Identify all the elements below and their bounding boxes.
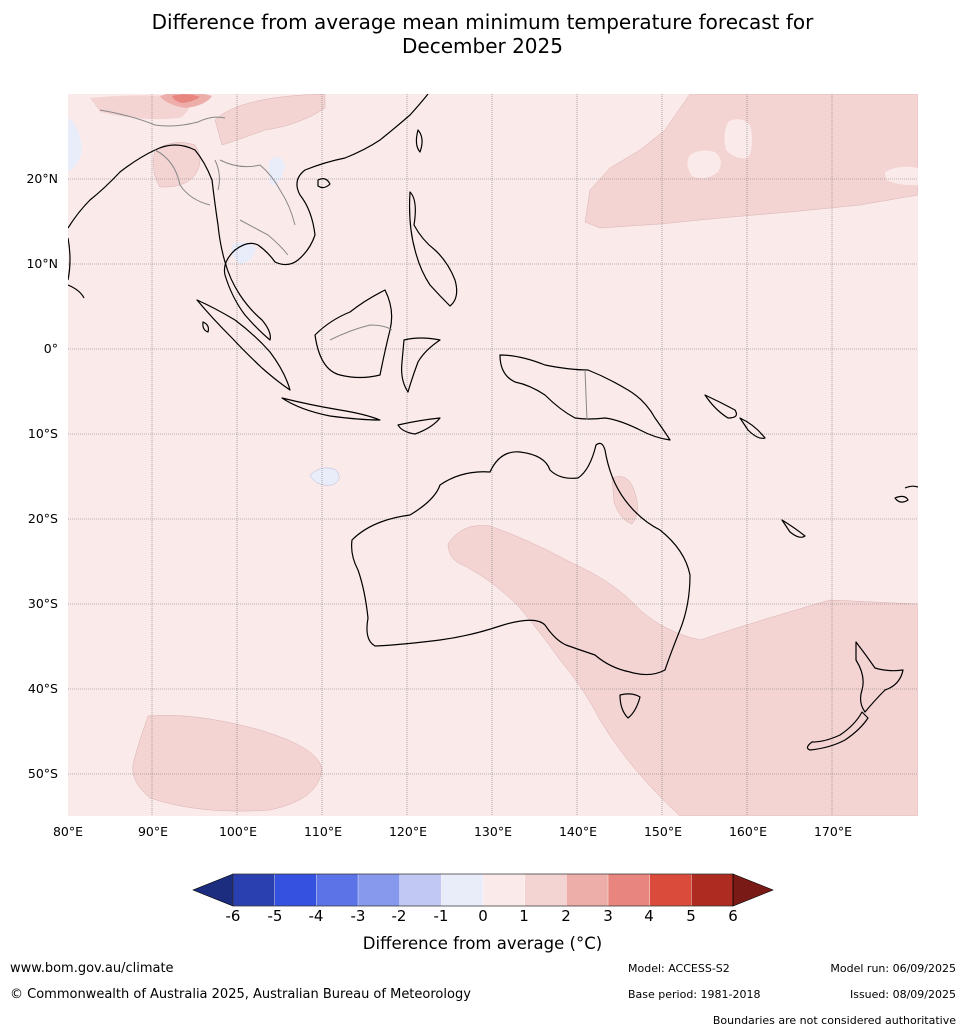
coast-java (281, 397, 381, 421)
colorbar-tick: -4 (308, 907, 324, 925)
coast-timor (397, 417, 441, 435)
title-line-1: Difference from average mean minimum tem… (151, 10, 814, 34)
lon-label-140e: 140°E (558, 824, 597, 839)
lat-label-20s: 20°S (27, 511, 58, 526)
lon-label-160e: 160°E (728, 824, 767, 839)
shading-warm-patch-1 (687, 150, 721, 179)
coast-new-caledonia (781, 519, 806, 538)
colorbar-extend-low (192, 873, 234, 907)
lon-label-170e: 170°E (813, 824, 852, 839)
colorbar-segment (441, 873, 484, 907)
footer-model: Model: ACCESS-S2 (628, 962, 730, 975)
shading-warm-patch-3 (885, 166, 918, 186)
colorbar-segment (274, 873, 318, 907)
lon-label-80e: 80°E (52, 824, 84, 839)
coastlines (68, 94, 918, 751)
coast-asia-mainland (68, 94, 429, 341)
shading-south-china (214, 94, 326, 146)
colorbar-tick: -1 (433, 907, 449, 925)
colorbar-extend-high (732, 873, 774, 907)
colorbar-tick: 3 (603, 907, 613, 925)
coast-philippines (408, 191, 458, 307)
colorbar-segment (316, 873, 359, 907)
coast-fiji (894, 485, 918, 503)
lon-label-130e: 130°E (473, 824, 512, 839)
shading-southern-ocean (132, 715, 323, 812)
lat-label-0: 0° (43, 341, 58, 356)
colorbar-segment (482, 873, 526, 907)
coast-new-britain (704, 394, 738, 419)
colorbar-tick: 2 (561, 907, 571, 925)
graticule (68, 94, 918, 816)
footer-model-run: Model run: 06/09/2025 (830, 962, 956, 975)
colorbar-segment (232, 873, 276, 907)
colorbar-tick: -5 (267, 907, 283, 925)
colorbar-tick: -3 (350, 907, 366, 925)
colorbar-segment (691, 873, 734, 907)
coast-tasmania (619, 693, 641, 719)
colorbar-outline (232, 873, 734, 907)
colorbar-segment (649, 873, 693, 907)
coast-nz-north (855, 641, 904, 713)
footer-copyright: © Commonwealth of Australia 2025, Austra… (10, 987, 471, 1002)
colorbar-segment (357, 873, 401, 907)
shading-tibet-hottest (172, 94, 200, 103)
shading-warm-patch-2 (724, 119, 753, 159)
colorbar-tick: 5 (686, 907, 696, 925)
lat-label-20n: 20°N (26, 171, 58, 186)
colorbar-tick: -6 (225, 907, 241, 925)
colorbar-segment (566, 873, 609, 907)
colorbar (192, 873, 774, 907)
colorbar-segment (524, 873, 568, 907)
colorbar-segment (399, 873, 443, 907)
lat-label-10n: 10°N (26, 256, 58, 271)
title-line-2: December 2025 (402, 34, 563, 58)
boundaries (99, 109, 588, 421)
lat-label-10s: 10°S (27, 426, 58, 441)
footer-issued: Issued: 08/09/2025 (849, 988, 956, 1001)
lon-label-120e: 120°E (388, 824, 427, 839)
lon-label-90e: 90°E (137, 824, 169, 839)
colorbar-tick: 0 (478, 907, 488, 925)
colorbar-title: Difference from average (°C) (362, 934, 603, 953)
coast-india (68, 237, 85, 299)
lat-label-50s: 50°S (27, 766, 58, 781)
lat-label-30s: 30°S (27, 596, 58, 611)
footer-disclaimer: Boundaries are not considered authoritat… (712, 1014, 956, 1027)
colorbar-segment (607, 873, 651, 907)
coast-hainan (317, 178, 331, 189)
coast-sulawesi (401, 337, 441, 393)
coast-new-guinea (499, 354, 671, 441)
lon-label-100e: 100°E (218, 824, 257, 839)
coast-australia (351, 442, 691, 676)
coast-solomon (739, 417, 766, 439)
lon-label-150e: 150°E (643, 824, 682, 839)
shading-central-aus (447, 525, 918, 816)
colorbar-tick: -2 (391, 907, 407, 925)
shading-cool-indian-ocean (309, 467, 340, 486)
coast-sumatra (196, 299, 291, 391)
colorbar-tick: 6 (728, 907, 738, 925)
coast-sri-lanka-like (202, 321, 210, 333)
footer-website[interactable]: www.bom.gov.au/climate (10, 961, 174, 976)
map-title: Difference from average mean minimum tem… (0, 10, 965, 58)
coast-taiwan (415, 129, 423, 153)
shading-nw-pacific (584, 94, 918, 229)
shading-cool-india (68, 118, 82, 172)
coast-nz-south (806, 711, 869, 751)
colorbar-tick: 4 (644, 907, 654, 925)
shading-india-east (153, 142, 201, 188)
coast-borneo (314, 289, 393, 379)
colorbar-tick: 1 (519, 907, 529, 925)
footer-base-period: Base period: 1981-2018 (628, 988, 761, 1001)
lat-label-40s: 40°S (27, 681, 58, 696)
lon-label-110e: 110°E (303, 824, 342, 839)
